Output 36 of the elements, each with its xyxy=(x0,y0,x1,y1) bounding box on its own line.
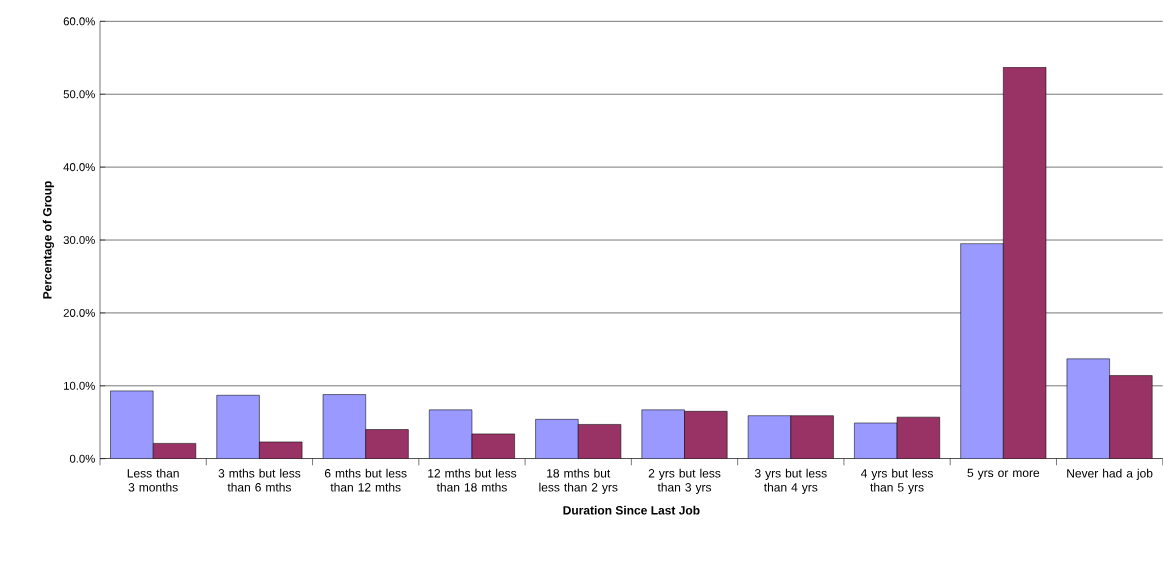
y-tick-label: 10.0% xyxy=(64,381,95,390)
x-tick-label: 2 yrs but less than 3 yrs xyxy=(648,468,721,495)
bar xyxy=(110,390,154,459)
bar xyxy=(216,395,260,459)
bar xyxy=(854,422,898,459)
x-tick-label: 6 mths but less than 12 mths xyxy=(324,468,407,492)
y-tick-label: 30.0% xyxy=(63,236,95,245)
bar xyxy=(684,411,728,459)
bar xyxy=(790,415,834,459)
x-axis-title: Duration Since Last Job xyxy=(563,505,700,515)
x-tick-label: 12 mths but less than 18 mths xyxy=(428,468,517,492)
bar xyxy=(1109,375,1153,459)
bar xyxy=(1003,67,1047,459)
x-tick-label: 3 yrs but less than 4 yrs xyxy=(754,468,827,495)
x-tick-label: Never had a job xyxy=(1067,468,1153,481)
x-tick-label: Less than 3 months xyxy=(127,468,179,492)
bar xyxy=(960,243,1004,459)
y-tick-label: 20.0% xyxy=(63,309,95,318)
y-tick-label: 0.0% xyxy=(69,454,95,463)
bar xyxy=(896,417,940,459)
bar xyxy=(1066,358,1110,459)
y-axis-title: Percentage of Group xyxy=(42,181,55,299)
bar xyxy=(535,419,579,459)
bar xyxy=(641,409,685,459)
y-tick-label: 50.0% xyxy=(63,90,95,99)
bar xyxy=(429,409,473,459)
bar xyxy=(365,429,409,459)
x-tick-label: 18 mths but less than 2 yrs xyxy=(539,468,618,495)
bar xyxy=(322,394,366,459)
y-tick-label: 60.0% xyxy=(63,17,95,26)
bar xyxy=(747,415,792,459)
bar xyxy=(577,424,622,459)
x-tick-label: 3 mths but less than 6 mths xyxy=(218,468,301,492)
x-tick-label: 4 yrs but less than 5 yrs xyxy=(860,468,933,495)
y-tick-label: 40.0% xyxy=(63,163,95,172)
x-tick-label: 5 yrs or more xyxy=(967,468,1040,480)
